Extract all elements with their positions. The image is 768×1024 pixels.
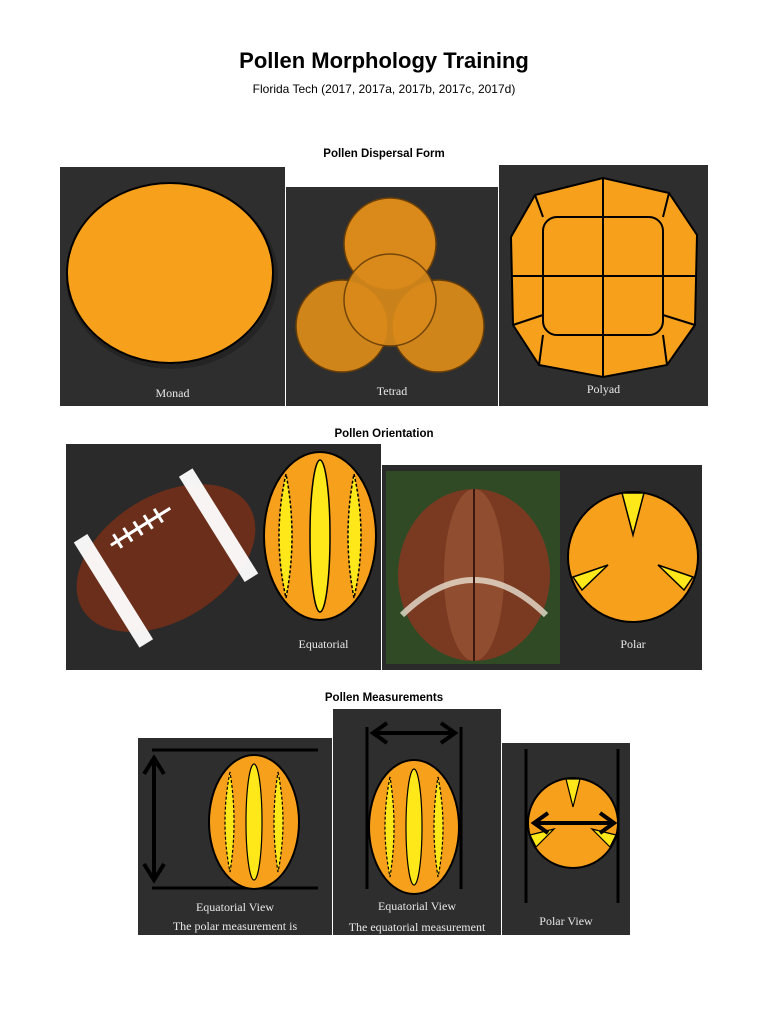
caption-tetrad: Tetrad — [376, 384, 408, 398]
polar-pollen-icon — [567, 491, 699, 623]
polar-measurement-panel: Equatorial View The polar measurement is — [138, 738, 332, 935]
polyad-panel: Polyad — [499, 165, 708, 406]
monad-illustration — [66, 182, 278, 369]
caption-equatorial-view-2: Equatorial View — [377, 899, 457, 913]
caption-polar-measurement-text: The polar measurement is — [172, 919, 298, 933]
polar-view-panel: Polar View — [502, 743, 630, 935]
football-endview-icon — [398, 489, 550, 661]
equatorial-measurement-illustration — [365, 721, 463, 895]
polar-view-illustration — [524, 749, 620, 903]
caption-equatorial-view-1: Equatorial View — [195, 900, 275, 914]
document-subtitle: Florida Tech (2017, 2017a, 2017b, 2017c,… — [252, 82, 516, 96]
caption-polyad: Polyad — [586, 382, 621, 396]
document-title: Pollen Morphology Training — [239, 48, 529, 73]
caption-equatorial-measurement-text: The equatorial measurement — [348, 920, 486, 934]
tetrad-panel: Tetrad — [286, 187, 498, 406]
caption-equatorial: Equatorial — [298, 637, 349, 651]
polyad-illustration — [509, 176, 699, 379]
equatorial-illustration — [73, 451, 377, 648]
polar-illustration — [386, 471, 699, 664]
polar-measurement-illustration — [142, 748, 318, 890]
section-heading-orientation: Pollen Orientation — [334, 428, 434, 440]
caption-polar: Polar — [620, 637, 646, 651]
equatorial-measurement-panel: Equatorial View The equatorial measureme… — [333, 709, 501, 935]
polar-orientation-panel: Polar — [382, 465, 702, 670]
equatorial-orientation-panel: Equatorial — [66, 444, 381, 670]
caption-monad: Monad — [155, 386, 190, 400]
tetrad-illustration — [295, 197, 485, 373]
equatorial-pollen-icon — [263, 451, 377, 621]
caption-polar-view: Polar View — [539, 914, 593, 928]
football-side-icon — [73, 468, 259, 648]
section-heading-measurements: Pollen Measurements — [324, 692, 444, 704]
monad-panel: Monad — [60, 167, 285, 406]
section-heading-dispersal: Pollen Dispersal Form — [323, 148, 445, 160]
